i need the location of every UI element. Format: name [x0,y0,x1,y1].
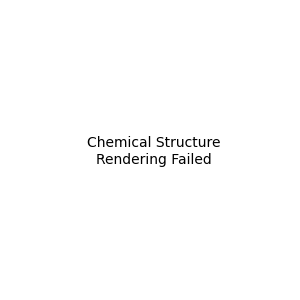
Text: Chemical Structure
Rendering Failed: Chemical Structure Rendering Failed [87,136,220,166]
